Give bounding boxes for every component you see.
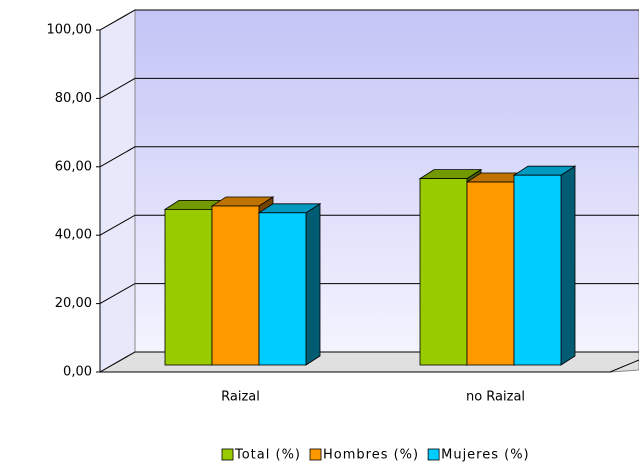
bar-side [560,165,576,366]
legend-label: Hombres (%) [323,448,419,463]
legend-label: Total (%) [234,448,301,463]
legend-swatch [309,448,322,461]
bar-front [419,178,468,366]
y-tick-label: 60,00 [55,159,92,174]
bar-front [211,205,260,366]
legend-label: Mujeres (%) [441,448,530,463]
grid-line [99,9,639,31]
y-tick-label: 20,00 [55,296,92,311]
y-tick-label: 100,00 [47,23,93,38]
bar-front [258,212,307,366]
x-axis-edge [609,359,639,373]
y-tick-label: 80,00 [55,91,92,106]
side-wall [99,9,136,373]
bar-side [305,203,321,366]
y-tick-label: 0,00 [63,365,92,380]
bar [257,203,322,366]
bar-front [513,174,562,366]
bar-front [164,208,213,366]
x-tick-label: Raizal [221,390,260,405]
legend-swatch [221,448,234,461]
y-tick-label: 40,00 [55,228,92,243]
grid-line [99,77,639,99]
bar-front [466,181,515,366]
bar [512,165,577,366]
grid-line [99,146,639,168]
x-tick-label: no Raizal [466,390,525,405]
legend-swatch [427,448,440,461]
